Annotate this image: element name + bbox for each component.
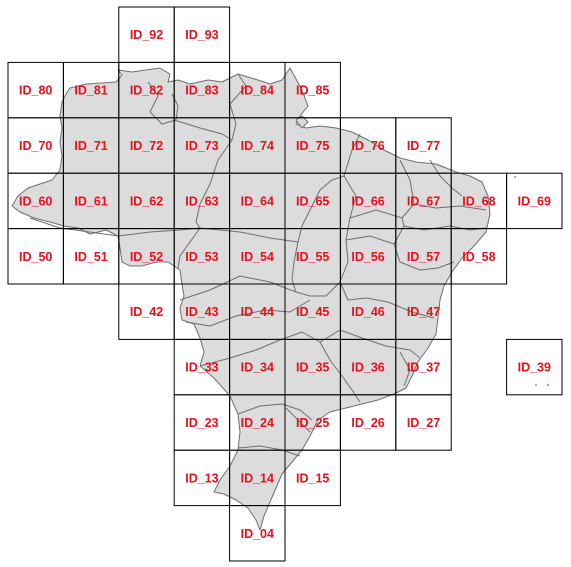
tile-label: ID_85: [296, 84, 329, 98]
tile-border: [229, 505, 286, 562]
island-dot: [514, 176, 516, 178]
tile-label: ID_33: [185, 361, 218, 375]
tile-label: ID_82: [130, 84, 163, 98]
island-dot: [535, 384, 537, 386]
map-tile: ID_80: [7, 61, 64, 119]
tile-label: ID_27: [407, 416, 440, 430]
tile-label: ID_63: [185, 194, 218, 208]
tile-border: [506, 338, 563, 396]
tile-label: ID_36: [351, 361, 384, 375]
tile-label: ID_76: [351, 139, 384, 153]
tile-label: ID_65: [296, 194, 329, 208]
tile-label: ID_70: [19, 139, 52, 153]
tile-label: ID_92: [130, 28, 163, 42]
tile-label: ID_64: [241, 194, 274, 208]
tile-label: ID_34: [241, 361, 274, 375]
tile-border: [506, 172, 563, 230]
tile-label: ID_60: [19, 194, 52, 208]
map-tile: ID_69: [506, 172, 563, 230]
tile-label: ID_84: [241, 84, 274, 98]
tile-label: ID_25: [296, 416, 329, 430]
tile-label: ID_15: [296, 471, 329, 485]
tile-label: ID_61: [74, 194, 107, 208]
map-tile: ID_92: [118, 6, 175, 63]
map-tile: ID_93: [173, 6, 231, 63]
island-dot: [547, 384, 549, 386]
tile-label: ID_42: [130, 305, 163, 319]
tile-border: [284, 449, 341, 507]
tile-label: ID_56: [351, 250, 384, 264]
tile-label: ID_54: [241, 250, 274, 264]
map-tile: ID_51: [62, 228, 120, 285]
tile-border: [395, 394, 452, 451]
tile-label: ID_68: [462, 194, 495, 208]
tile-label: ID_45: [296, 305, 329, 319]
tile-label: ID_58: [462, 250, 495, 264]
tile-label: ID_71: [74, 139, 107, 153]
tile-label: ID_35: [296, 361, 329, 375]
tile-label: ID_52: [130, 250, 163, 264]
tile-label: ID_14: [241, 471, 274, 485]
tile-label: ID_37: [407, 361, 440, 375]
tile-label: ID_62: [130, 194, 163, 208]
tile-label: ID_81: [74, 84, 107, 98]
map-tile: ID_50: [7, 228, 64, 285]
tile-label: ID_57: [407, 250, 440, 264]
country-landmass: [11, 67, 491, 531]
map-tile: ID_39: [506, 338, 563, 396]
map-tile: ID_04: [229, 505, 286, 562]
map-tile: ID_27: [395, 394, 452, 451]
tile-label: ID_43: [185, 305, 218, 319]
map-tile: ID_58: [450, 228, 508, 285]
map-tile: ID_15: [284, 449, 341, 507]
tile-label: ID_83: [185, 84, 218, 98]
tile-label: ID_53: [185, 250, 218, 264]
tile-label: ID_80: [19, 84, 52, 98]
map-tile: ID_23: [173, 394, 231, 451]
tile-label: ID_73: [185, 139, 218, 153]
tile-label: ID_93: [185, 28, 218, 42]
tile-border: [450, 228, 508, 285]
map-tile: ID_42: [118, 283, 175, 340]
tile-label: ID_39: [518, 361, 551, 375]
tile-label: ID_67: [407, 194, 440, 208]
tile-label: ID_72: [130, 139, 163, 153]
tile-label: ID_75: [296, 139, 329, 153]
tile-grid: ID_92 ID_93 ID_80 ID_81 ID_82 ID_83 ID_84 ID_85…: [7, 6, 563, 562]
tile-label: ID_77: [407, 139, 440, 153]
tile-label: ID_50: [19, 250, 52, 264]
tile-label: ID_46: [351, 305, 384, 319]
tile-label: ID_51: [74, 250, 107, 264]
map-tile: ID_70: [7, 117, 64, 174]
tile-label: ID_26: [351, 416, 384, 430]
tile-label: ID_66: [351, 194, 384, 208]
tile-label: ID_44: [241, 305, 274, 319]
tile-label: ID_47: [407, 305, 440, 319]
tile-label: ID_69: [518, 194, 551, 208]
tile-label: ID_24: [241, 416, 274, 430]
tile-label: ID_23: [185, 416, 218, 430]
tile-label: ID_13: [185, 471, 218, 485]
tile-label: ID_55: [296, 250, 329, 264]
tile-label: ID_04: [241, 527, 274, 541]
tile-label: ID_74: [241, 139, 274, 153]
